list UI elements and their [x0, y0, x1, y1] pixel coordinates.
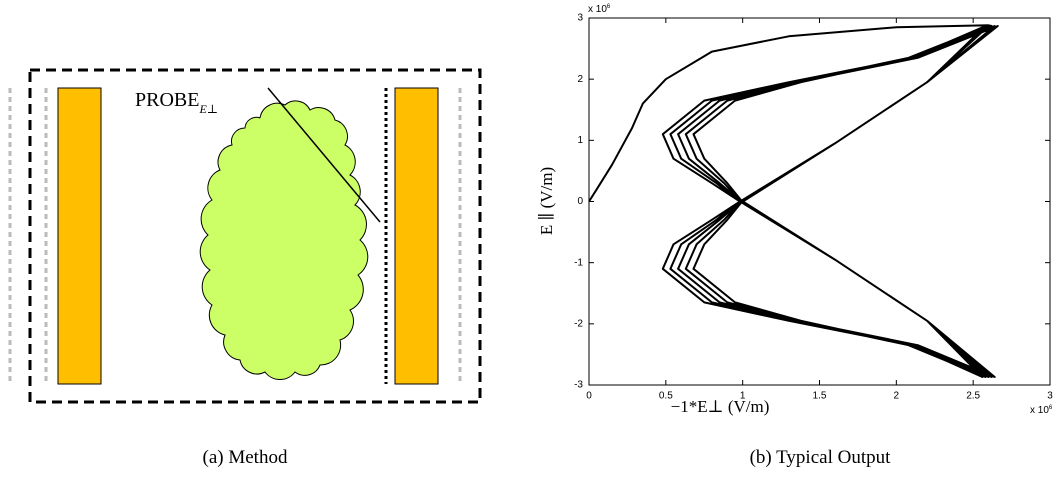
domain-box — [28, 68, 482, 404]
x-tick-label: 1 — [740, 391, 746, 402]
y-multiplier: x 106 — [588, 4, 611, 15]
y-tick-label: -2 — [574, 318, 583, 329]
caption: (b) Typical Output — [750, 447, 892, 468]
x-axis-label: −1*E⊥ (V/m) — [671, 397, 770, 416]
probe-text: PROBE — [135, 89, 199, 111]
x-tick-label: 2.5 — [966, 391, 980, 402]
y-tick-label: -3 — [574, 380, 583, 391]
y-tick-label: 0 — [577, 196, 583, 207]
x-multiplier: x 106 — [1030, 405, 1053, 416]
axes-box — [588, 17, 1051, 386]
multiplier-power: 6 — [607, 4, 611, 10]
caption: (a) Method — [203, 447, 288, 468]
probe-label: PROBEE⊥ — [135, 89, 218, 116]
plate — [57, 87, 102, 385]
multiplier-base: x 10 — [1030, 405, 1049, 416]
y-tick-label: 3 — [577, 13, 583, 24]
multiplier-base: x 10 — [588, 4, 607, 15]
multiplier-power: 6 — [1049, 405, 1053, 411]
data-line — [588, 24, 999, 378]
x-tick-label: 1.5 — [813, 391, 827, 402]
probe-line — [267, 87, 381, 223]
x-tick-label: 3 — [1047, 391, 1053, 402]
y-tick-label: 2 — [577, 74, 583, 85]
y-tick-label: 1 — [577, 135, 583, 146]
x-tick-label: 2 — [894, 391, 900, 402]
y-tick-label: -1 — [574, 257, 583, 268]
y-axis-label: E ∥ (V/m) — [537, 167, 556, 235]
plasma-cloud — [199, 100, 369, 380]
x-tick-label: 0.5 — [659, 391, 673, 402]
method-diagram: PROBEE⊥ (a) Method — [8, 68, 482, 468]
output-plot: −1*E⊥ (V/m) E ∥ (V/m) x 106 x 106 (b) Ty… — [537, 4, 1053, 468]
probe-subscript: E⊥ — [198, 102, 218, 116]
x-tick-label: 0 — [586, 391, 592, 402]
plate — [394, 87, 439, 385]
